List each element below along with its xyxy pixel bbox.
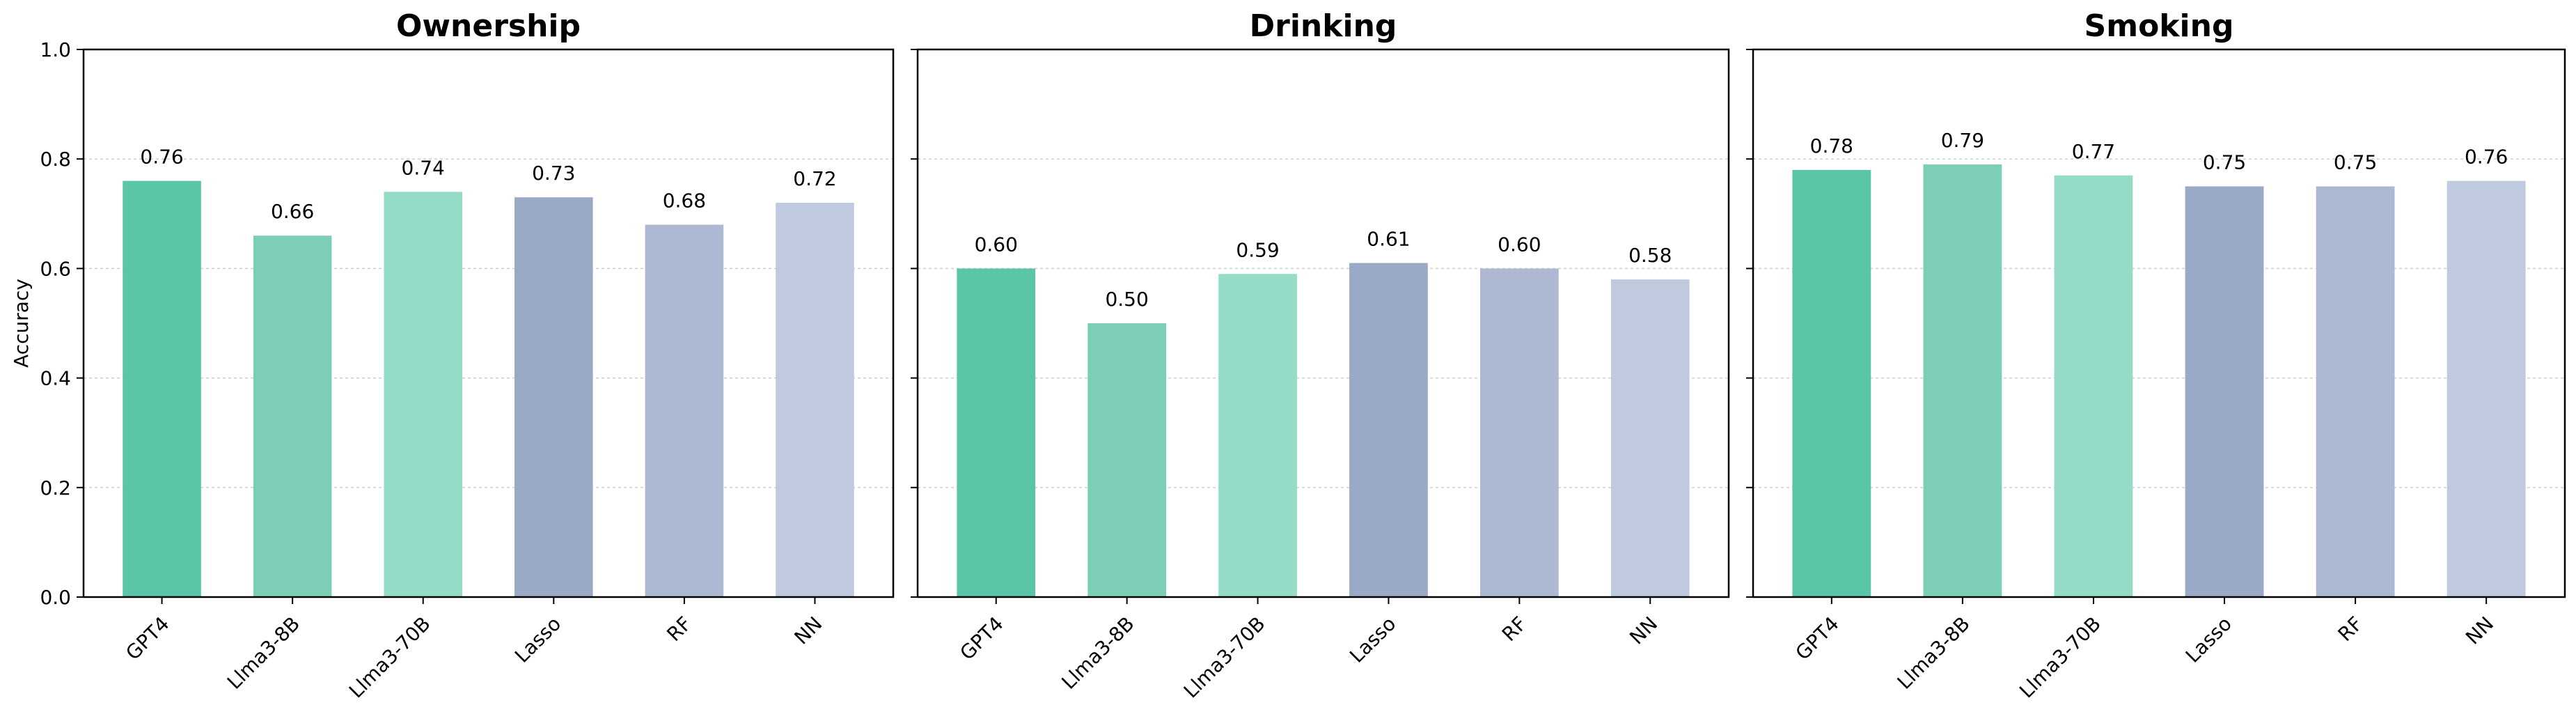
y-tick-label-0: 0.0 (40, 586, 71, 609)
x-tick-label-2-4: RF (2334, 612, 2367, 646)
bar-1-3 (1349, 263, 1428, 597)
x-tick-label-1-0: GPT4 (955, 612, 1007, 665)
chart-title-2: Smoking (2084, 8, 2234, 44)
y-tick-label-1: 0.2 (40, 477, 71, 500)
y-tick-label-2: 0.4 (40, 367, 71, 390)
y-tick-label-4: 0.8 (40, 148, 71, 171)
data-label-1-2: 0.59 (1236, 238, 1279, 261)
data-label-0-2: 0.74 (402, 156, 445, 179)
data-label-1-1: 0.50 (1105, 288, 1148, 311)
data-label-2-5: 0.76 (2465, 146, 2508, 169)
y-axis-label: Accuracy (10, 279, 33, 368)
x-tick-label-0-1: Llma3-8B (223, 612, 304, 694)
data-label-1-5: 0.58 (1628, 244, 1672, 267)
chart-title-1: Drinking (1250, 8, 1397, 44)
bar-0-3 (515, 197, 593, 598)
chart-title-0: Ownership (396, 8, 581, 44)
x-tick-label-1-5: NN (1625, 612, 1662, 649)
data-label-1-4: 0.60 (1498, 233, 1541, 256)
data-label-2-0: 0.78 (1810, 134, 1853, 157)
x-tick-label-1-4: RF (1498, 612, 1531, 646)
bar-2-5 (2447, 180, 2526, 597)
bar-0-0 (123, 180, 201, 597)
x-tick-label-2-1: Llma3-8B (1893, 612, 1974, 694)
x-tick-label-0-5: NN (790, 612, 826, 649)
bar-2-3 (2185, 186, 2264, 597)
data-label-1-3: 0.61 (1367, 228, 1410, 251)
data-label-2-4: 0.75 (2334, 151, 2377, 174)
bar-0-4 (645, 224, 724, 597)
bar-1-5 (1610, 279, 1690, 597)
axes-frame-0 (82, 48, 895, 598)
data-label-0-3: 0.73 (532, 162, 575, 185)
y-tick-label-3: 0.6 (40, 257, 71, 280)
x-tick-label-0-0: GPT4 (121, 612, 173, 665)
x-tick-label-1-3: Lasso (1345, 612, 1400, 667)
data-label-0-1: 0.66 (271, 200, 314, 223)
data-label-1-0: 0.60 (975, 233, 1018, 256)
bar-1-4 (1479, 268, 1559, 597)
bar-1-1 (1087, 323, 1167, 597)
x-tick-label-1-2: Llma3-70B (1179, 612, 1270, 703)
bar-2-2 (2054, 175, 2133, 597)
y-tick-label-5: 1.0 (40, 38, 71, 61)
x-tick-label-1-1: Llma3-8B (1057, 612, 1138, 694)
bar-2-4 (2316, 186, 2395, 597)
x-tick-label-0-3: Lasso (510, 612, 565, 667)
x-tick-label-0-4: RF (662, 612, 696, 646)
bar-0-1 (253, 235, 332, 597)
bar-1-2 (1218, 274, 1297, 597)
x-tick-label-2-3: Lasso (2181, 612, 2236, 667)
x-tick-label-2-0: GPT4 (1791, 612, 1843, 665)
data-label-0-0: 0.76 (140, 146, 183, 169)
bar-2-0 (1792, 169, 1871, 598)
data-label-0-5: 0.72 (793, 167, 836, 190)
axes-frame-1 (916, 48, 1730, 598)
bar-0-2 (384, 192, 462, 597)
data-label-2-2: 0.77 (2072, 140, 2115, 163)
bar-2-1 (1923, 164, 2002, 597)
x-tick-label-0-2: Llma3-70B (345, 612, 435, 703)
data-label-2-1: 0.79 (1941, 129, 1984, 152)
axes-frame-2 (1752, 48, 2566, 598)
x-tick-label-2-2: Llma3-70B (2015, 612, 2105, 703)
x-tick-label-2-5: NN (2461, 612, 2498, 649)
data-label-2-3: 0.75 (2203, 151, 2246, 174)
bar-0-5 (776, 203, 854, 598)
bar-1-0 (957, 268, 1036, 597)
data-label-0-4: 0.68 (663, 189, 706, 212)
